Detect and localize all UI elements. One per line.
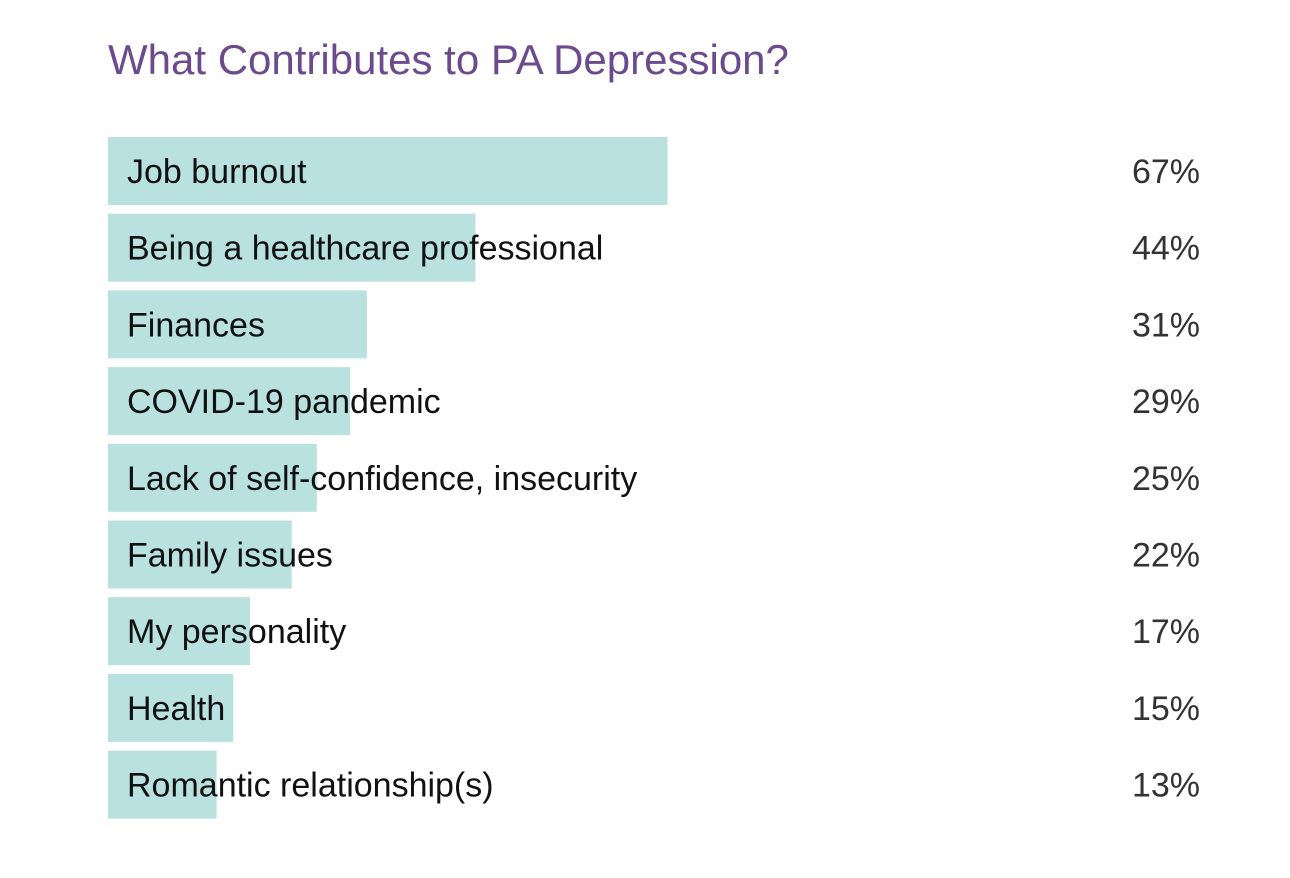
category-label-my-personality: My personality	[127, 613, 346, 651]
value-label-job-burnout: 67%	[1132, 153, 1200, 191]
category-label-being-a-healthcare-professional: Being a healthcare professional	[127, 230, 603, 268]
bar-covid-19-pandemic	[108, 367, 351, 436]
value-label-covid-19-pandemic: 29%	[1132, 383, 1200, 421]
chart-title: What Contributes to PA Depression?	[108, 36, 789, 83]
value-label-being-a-healthcare-professional: 44%	[1132, 230, 1200, 268]
value-label-lack-of-self-confidence-insecurity: 25%	[1132, 460, 1200, 498]
category-label-covid-19-pandemic: COVID-19 pandemic	[127, 383, 441, 421]
bar-romantic-relationship-s	[108, 750, 217, 819]
value-label-finances: 31%	[1132, 306, 1200, 344]
category-labels-group: Job burnout Being a healthcare profession…	[127, 153, 637, 805]
category-label-lack-of-self-confidence-insecurity: Lack of self-confidence, insecurity	[127, 460, 637, 498]
bar-job-burnout	[108, 137, 668, 205]
category-label-romantic-relationship-s: Romantic relationship(s)	[127, 767, 494, 805]
value-label-family-issues: 22%	[1132, 537, 1200, 575]
bar-lack-of-self-confidence-insecurity	[108, 443, 317, 512]
bar-health	[108, 673, 234, 742]
category-label-health: Health	[127, 690, 225, 728]
category-label-finances: Finances	[127, 306, 265, 344]
bar-my-personality	[108, 597, 250, 666]
category-label-family-issues: Family issues	[127, 537, 333, 575]
bar-finances	[108, 290, 367, 359]
bars-group	[108, 137, 668, 819]
value-label-romantic-relationship-s: 13%	[1132, 767, 1200, 805]
value-label-my-personality: 17%	[1132, 613, 1200, 651]
bar-being-a-healthcare-professional	[108, 213, 476, 282]
value-label-health: 15%	[1132, 690, 1200, 728]
category-label-job-burnout: Job burnout	[127, 153, 307, 191]
bar-family-issues	[108, 520, 292, 589]
value-labels-group: 67% 44% 31% 29% 25% 22% 17% 15% 13%	[1132, 153, 1200, 805]
